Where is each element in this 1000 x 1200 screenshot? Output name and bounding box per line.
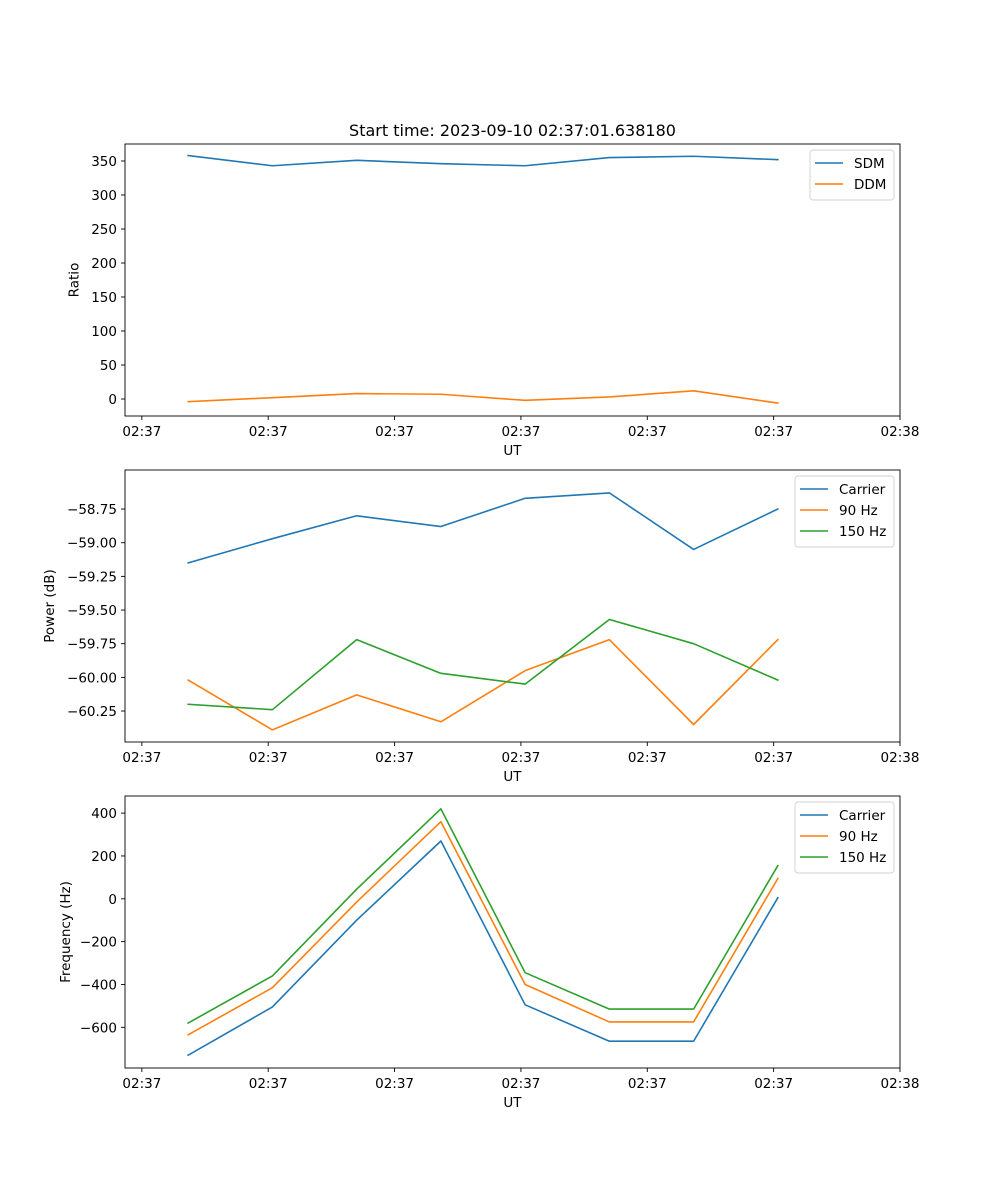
legend-label: Carrier [839, 482, 886, 498]
y-tick-label: 200 [91, 256, 117, 272]
y-axis-label: Power (dB) [42, 569, 58, 642]
legend-label: DDM [854, 177, 886, 193]
chart-panel-1: 02:37 02:37 02:37 02:37 02:37 02:37 02:38 0 50 10… [66, 121, 919, 459]
y-tick-label: −600 [80, 1020, 117, 1036]
x-tick-label: 02:38 [881, 750, 920, 766]
legend-box [794, 801, 895, 874]
x-tick-label: 02:37 [249, 750, 288, 766]
x-tick-label: 02:37 [501, 1076, 540, 1092]
x-tick-label: 02:37 [375, 750, 414, 766]
y-axis-label: Frequency (Hz) [58, 881, 74, 983]
series-line-sdm [187, 154, 779, 167]
series-line-carrier [187, 840, 779, 1057]
x-tick-label: 02:37 [628, 1076, 667, 1092]
x-tick-label: 02:37 [375, 424, 414, 440]
series-line-ddm [187, 390, 779, 404]
x-tick-label: 02:37 [628, 750, 667, 766]
legend-label: 90 Hz [839, 503, 878, 519]
x-tick-label: 02:37 [249, 1076, 288, 1092]
x-tick-label: 02:37 [501, 424, 540, 440]
chart-title: Start time: 2023-09-10 02:37:01.638180 [349, 121, 676, 140]
legend: SDM DDM [809, 149, 895, 201]
x-tick-label: 02:37 [122, 424, 161, 440]
x-tick-label: 02:37 [122, 1076, 161, 1092]
y-tick-label: 400 [91, 806, 117, 822]
legend: Carrier 90 Hz 150 Hz [794, 475, 895, 548]
legend-label: 150 Hz [839, 524, 886, 540]
x-tick-label: 02:37 [754, 424, 793, 440]
x-tick-label: 02:38 [881, 1076, 920, 1092]
x-axis-label: UT [503, 1095, 522, 1111]
series-line-90-hz [187, 820, 779, 1036]
y-tick-label: 100 [91, 324, 117, 340]
y-tick-label: 0 [108, 892, 117, 908]
axes-frame [124, 795, 901, 1069]
y-tick-label: −59.50 [67, 603, 117, 619]
legend-label: 150 Hz [839, 850, 886, 866]
x-axis-label: UT [503, 769, 522, 785]
y-tick-label: 0 [108, 392, 117, 408]
chart-panel-2: 02:37 02:37 02:37 02:37 02:37 02:37 02:38 −60.2… [42, 469, 920, 785]
x-tick-label: 02:37 [628, 424, 667, 440]
x-tick-label: 02:37 [754, 1076, 793, 1092]
y-tick-label: −60.25 [67, 704, 117, 720]
legend-box [794, 475, 895, 548]
x-axis-label: UT [503, 443, 522, 459]
series-line-150-hz [187, 808, 779, 1025]
y-tick-label: −200 [80, 935, 117, 951]
legend: Carrier 90 Hz 150 Hz [794, 801, 895, 874]
legend-label: SDM [854, 156, 885, 172]
y-tick-label: 200 [91, 849, 117, 865]
y-tick-label: −58.75 [67, 502, 117, 518]
y-tick-label: 300 [91, 188, 117, 204]
x-tick-label: 02:37 [375, 1076, 414, 1092]
x-tick-label: 02:37 [122, 750, 161, 766]
x-tick-label: 02:37 [249, 424, 288, 440]
y-tick-label: −59.00 [67, 536, 117, 552]
legend-label: Carrier [839, 808, 886, 824]
legend-label: 90 Hz [839, 829, 878, 845]
y-tick-label: 150 [91, 290, 117, 306]
x-tick-label: 02:37 [754, 750, 793, 766]
axes-frame [124, 143, 901, 417]
x-tick-label: 02:37 [501, 750, 540, 766]
y-tick-label: 350 [91, 154, 117, 170]
series-line-150-hz [187, 618, 779, 711]
y-axis-label: Ratio [66, 263, 82, 298]
axes-frame [124, 469, 901, 743]
x-tick-label: 02:38 [881, 424, 920, 440]
y-tick-label: 50 [100, 358, 117, 374]
y-tick-label: −400 [80, 977, 117, 993]
y-tick-label: −59.25 [67, 569, 117, 585]
y-tick-label: −60.00 [67, 670, 117, 686]
y-tick-label: 250 [91, 222, 117, 238]
y-tick-label: −59.75 [67, 637, 117, 653]
chart-panel-3: 02:37 02:37 02:37 02:37 02:37 02:37 02:38 −600 −… [58, 795, 920, 1111]
series-line-90-hz [187, 638, 779, 731]
series-line-carrier [187, 492, 779, 564]
